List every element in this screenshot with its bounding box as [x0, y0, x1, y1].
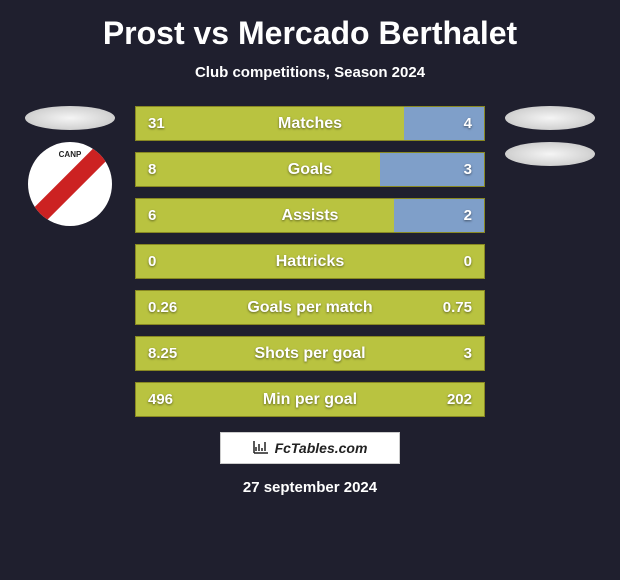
bar-val-right: 3 [464, 345, 472, 362]
right-emblems [500, 106, 600, 166]
page-subtitle: Club competitions, Season 2024 [0, 64, 620, 81]
bar-label: Min per goal [136, 391, 484, 409]
chart-icon [253, 440, 269, 457]
bar-row-assists: 6 Assists 2 [135, 198, 485, 233]
club-emblem-text: CANP [59, 150, 82, 159]
bar-label: Hattricks [136, 253, 484, 271]
bar-row-goals-per-match: 0.26 Goals per match 0.75 [135, 290, 485, 325]
bar-row-goals: 8 Goals 3 [135, 152, 485, 187]
bar-row-shots-per-goal: 8.25 Shots per goal 3 [135, 336, 485, 371]
branding-box[interactable]: FcTables.com [220, 432, 400, 464]
bar-label: Goals per match [136, 299, 484, 317]
bar-label: Shots per goal [136, 345, 484, 363]
bars: 31 Matches 4 8 Goals 3 6 Assists 2 0 Hat… [135, 106, 485, 417]
bar-row-matches: 31 Matches 4 [135, 106, 485, 141]
player-emblem-left-top [25, 106, 115, 130]
player-emblem-right-bottom [505, 142, 595, 166]
bar-val-right: 3 [464, 161, 472, 178]
bar-val-right: 4 [464, 115, 472, 132]
page-title: Prost vs Mercado Berthalet [0, 15, 620, 52]
bar-val-right: 0 [464, 253, 472, 270]
player-emblem-right-top [505, 106, 595, 130]
left-emblems: CANP [20, 106, 120, 226]
stats-container: CANP 31 Matches 4 8 Goals 3 6 Assists 2 [0, 106, 620, 417]
bar-label: Goals [136, 161, 484, 179]
bar-row-hattricks: 0 Hattricks 0 [135, 244, 485, 279]
page-date: 27 september 2024 [0, 479, 620, 496]
bar-val-right: 2 [464, 207, 472, 224]
bar-val-right: 0.75 [443, 299, 472, 316]
club-emblem-left: CANP [28, 142, 112, 226]
bar-val-right: 202 [447, 391, 472, 408]
bar-row-min-per-goal: 496 Min per goal 202 [135, 382, 485, 417]
bar-label: Matches [136, 115, 484, 133]
bar-label: Assists [136, 207, 484, 225]
branding-text: FcTables.com [275, 440, 368, 456]
